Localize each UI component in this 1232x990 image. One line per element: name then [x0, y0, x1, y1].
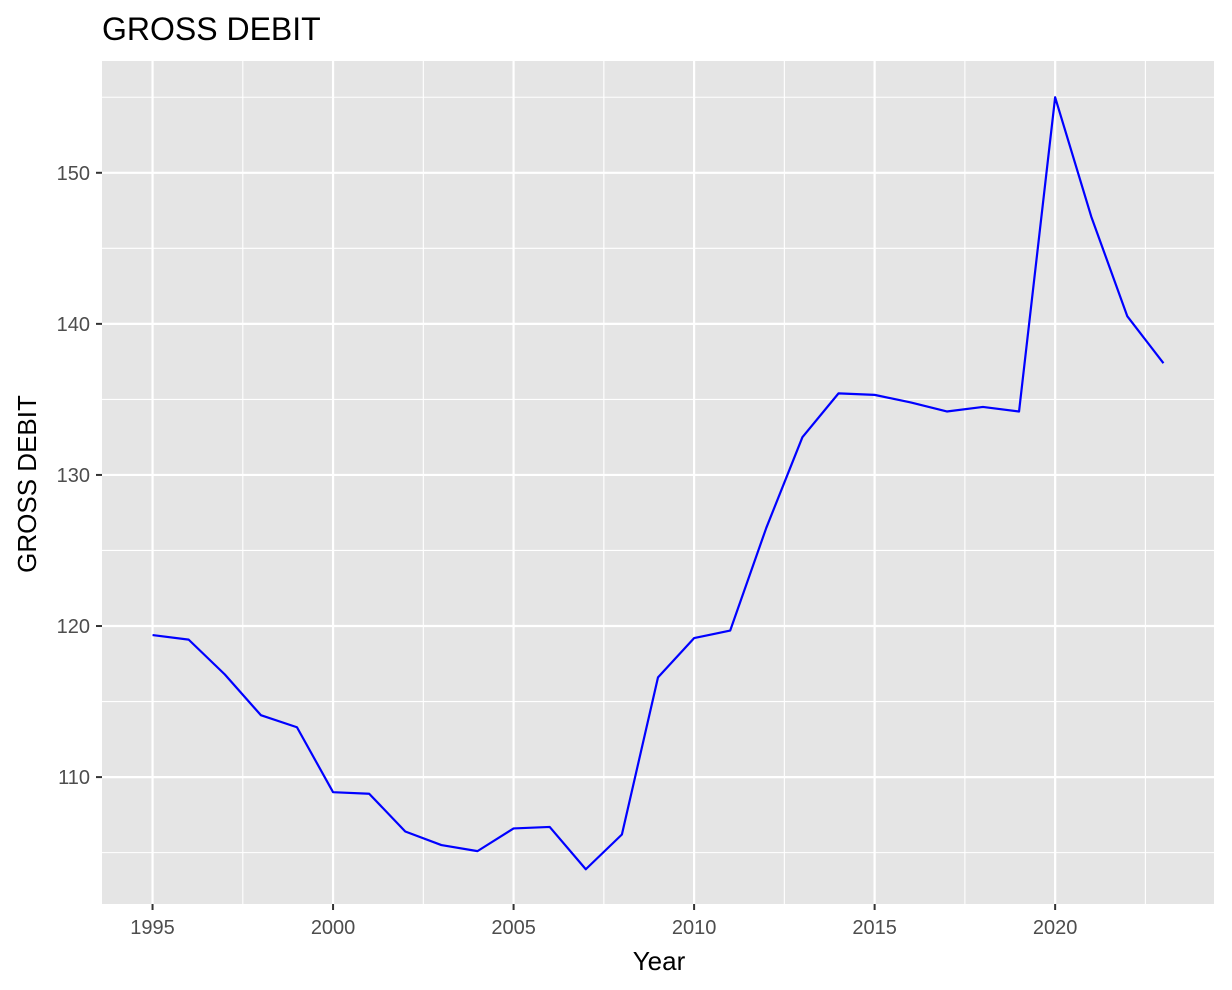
plot-panel: [102, 61, 1214, 904]
x-axis: 1995 2000 2005 2010 2015 2020: [130, 904, 1077, 939]
y-axis-title: GROSS DEBIT: [12, 395, 42, 573]
major-gridlines: [102, 61, 1214, 904]
series-line: [152, 96, 1165, 871]
y-axis: 110 120 130 140 150: [57, 163, 102, 789]
x-tick-label: 1995: [130, 917, 175, 939]
y-tick-label: 120: [57, 616, 90, 638]
y-tick-label: 140: [57, 314, 90, 336]
x-tick-label: 2015: [852, 917, 897, 939]
x-axis-title: Year: [633, 946, 686, 976]
y-tick-label: 110: [58, 767, 90, 789]
series-layer: [152, 96, 1165, 871]
x-tick-label: 2005: [491, 917, 536, 939]
minor-gridlines: [102, 61, 1214, 904]
y-tick-label: 130: [57, 465, 90, 487]
x-tick-label: 2010: [672, 917, 717, 939]
y-tick-label: 150: [57, 163, 90, 185]
x-tick-label: 2020: [1033, 917, 1078, 939]
chart-title: GROSS DEBIT: [102, 11, 321, 47]
x-tick-label: 2000: [311, 917, 356, 939]
